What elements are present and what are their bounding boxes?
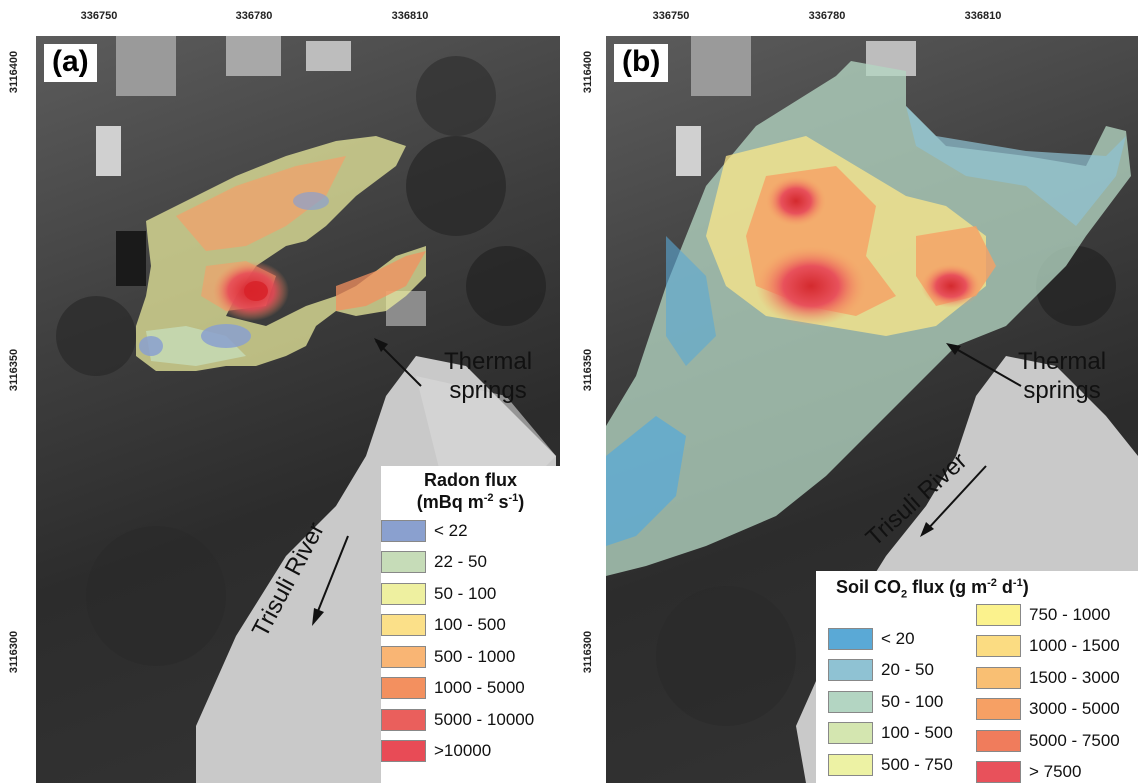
legend-item: > 7500	[976, 757, 1120, 783]
legend-item: 750 - 1000	[976, 599, 1120, 631]
legend-item: 100 - 500	[381, 610, 560, 642]
legend-item: 1000 - 1500	[976, 631, 1120, 663]
legend-co2: Soil CO2 flux (g m-2 d-1) < 20 20 - 50 50 …	[816, 571, 1138, 783]
legend-label: 1000 - 1500	[1029, 636, 1120, 656]
legend-label: 5000 - 7500	[1029, 730, 1120, 750]
legend-swatch	[381, 740, 426, 763]
legend-label: 500 - 750	[881, 754, 953, 774]
x-tick-b-336750: 336750	[652, 10, 690, 22]
x-tick-a-336780: 336780	[235, 10, 273, 22]
y-tick-b-3116350: 3116350	[582, 348, 594, 392]
legend-swatch	[381, 582, 426, 605]
thermal-springs-label-b: Thermal springs	[1018, 348, 1106, 406]
legend-label: 100 - 500	[881, 723, 953, 743]
legend-item: >10000	[381, 736, 560, 768]
thermal-line2-a: springs	[449, 376, 527, 404]
legend-item: 20 - 50	[828, 655, 953, 687]
map-panel-co2: (b) Thermal springs Trisuli River Soil C…	[606, 36, 1138, 783]
legend-item: 5000 - 7500	[976, 725, 1120, 757]
legend-swatch	[828, 690, 873, 713]
legend-label: 1000 - 5000	[434, 678, 525, 698]
legend-item: 1000 - 5000	[381, 673, 560, 705]
legend-swatch	[976, 698, 1021, 721]
legend-label: 3000 - 5000	[1029, 699, 1120, 719]
legend-item: 100 - 500	[828, 718, 953, 750]
y-tick-a-3116400: 3116400	[8, 50, 20, 94]
legend-swatch	[381, 519, 426, 542]
legend-swatch	[828, 753, 873, 776]
legend-title-line2: (mBq m-2 s-1)	[416, 491, 525, 512]
legend-title-line1: Radon flux	[424, 470, 517, 490]
x-tick-a-336810: 336810	[391, 10, 429, 22]
legend-label: 50 - 100	[434, 583, 497, 603]
legend-swatch	[828, 722, 873, 745]
legend-label: 100 - 500	[434, 615, 506, 635]
legend-swatch	[381, 645, 426, 668]
thermal-line2-b: springs	[1023, 376, 1101, 404]
legend-item: 50 - 100	[381, 578, 560, 610]
legend-item: 1500 - 3000	[976, 662, 1120, 694]
legend-swatch	[381, 708, 426, 731]
legend-swatch	[976, 635, 1021, 658]
map-panel-radon: (a) Thermal springs Trisuli River Radon …	[36, 36, 560, 783]
legend-item: 500 - 750	[828, 749, 953, 781]
thermal-springs-label-a: Thermal springs	[444, 348, 532, 406]
y-tick-b-3116300: 3116300	[582, 630, 594, 674]
legend-label: 50 - 100	[881, 691, 944, 711]
panel-label-a: (a)	[44, 44, 97, 82]
legend-item: 22 - 50	[381, 547, 560, 579]
y-tick-a-3116350: 3116350	[8, 348, 20, 392]
legend-swatch	[828, 659, 873, 682]
legend-item: 50 - 100	[828, 686, 953, 718]
legend-item: < 22	[381, 515, 560, 547]
legend-label: 1500 - 3000	[1029, 667, 1120, 687]
legend-swatch	[381, 551, 426, 574]
x-tick-b-336810: 336810	[964, 10, 1002, 22]
legend-label: < 22	[434, 520, 468, 540]
legend-label: 20 - 50	[881, 660, 934, 680]
legend-title-co2: Soil CO2 flux (g m-2 d-1)	[836, 577, 1029, 601]
thermal-line1-b: Thermal	[1018, 348, 1107, 375]
legend-swatch	[976, 729, 1021, 752]
legend-swatch	[828, 627, 873, 650]
legend-title-radon: Radon flux (mBq m-2 s-1)	[381, 470, 560, 513]
x-tick-b-336780: 336780	[808, 10, 846, 22]
legend-item: < 20	[828, 623, 953, 655]
thermal-line1-a: Thermal	[444, 348, 533, 375]
legend-item: 5000 - 10000	[381, 704, 560, 736]
panel-label-b: (b)	[614, 44, 669, 82]
legend-swatch	[976, 666, 1021, 689]
legend-swatch	[381, 677, 426, 700]
legend-label: >10000	[434, 741, 492, 761]
y-tick-a-3116300: 3116300	[8, 630, 20, 674]
legend-swatch	[976, 603, 1021, 626]
legend-swatch	[381, 614, 426, 637]
x-tick-a-336750: 336750	[80, 10, 118, 22]
legend-item: 3000 - 5000	[976, 694, 1120, 726]
legend-label: 22 - 50	[434, 552, 487, 572]
legend-label: 500 - 1000	[434, 646, 516, 666]
legend-label: < 20	[881, 628, 915, 648]
legend-label: 750 - 1000	[1029, 604, 1111, 624]
legend-label: > 7500	[1029, 762, 1082, 782]
legend-radon: Radon flux (mBq m-2 s-1) < 22 22 - 50 50 -…	[381, 466, 560, 783]
y-tick-b-3116400: 3116400	[582, 50, 594, 94]
legend-item: 500 - 1000	[381, 641, 560, 673]
legend-label: 5000 - 10000	[434, 709, 535, 729]
legend-swatch	[976, 761, 1021, 783]
